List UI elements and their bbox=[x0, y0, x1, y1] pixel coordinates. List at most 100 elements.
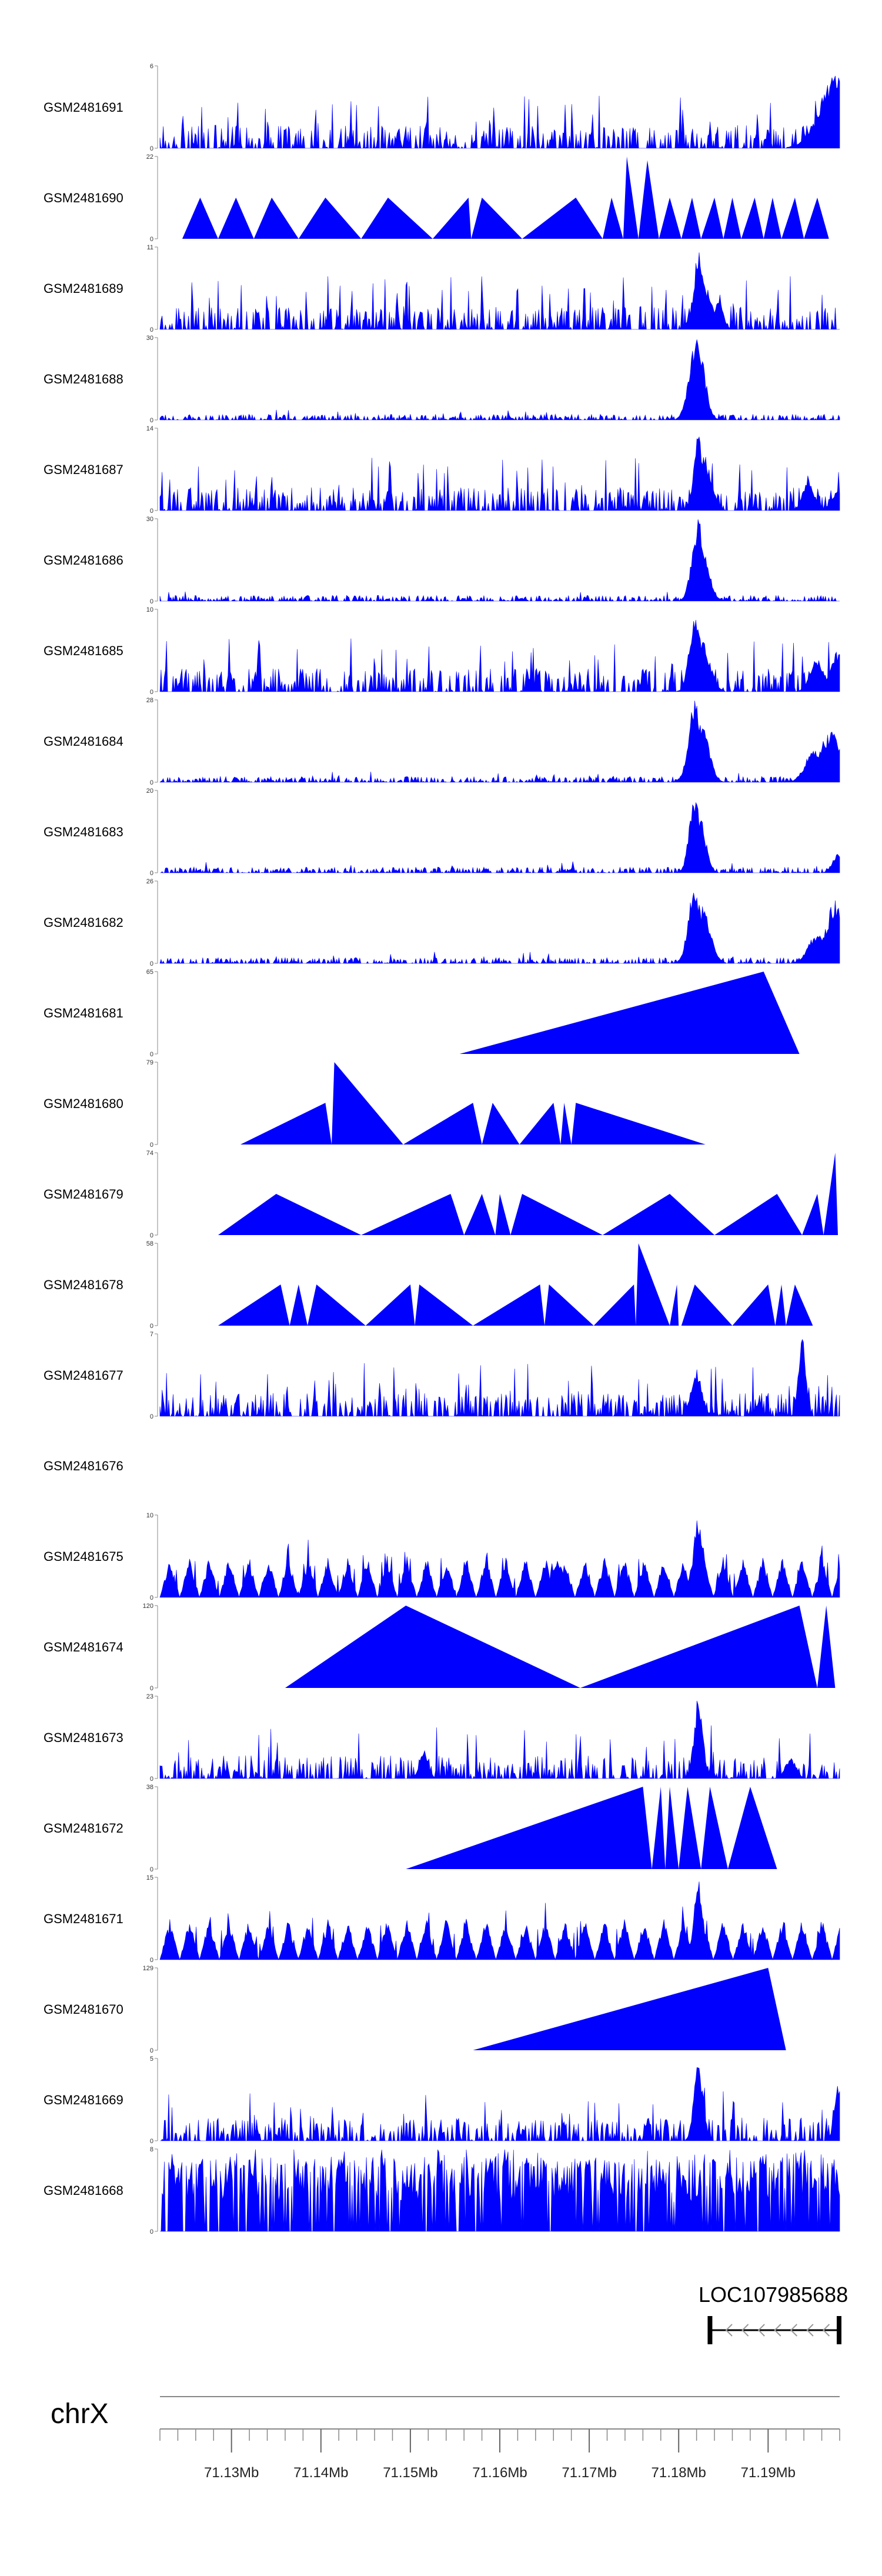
track-label: GSM2481669 bbox=[44, 2093, 123, 2107]
y-axis-min-label: 0 bbox=[150, 1866, 153, 1873]
coverage-area bbox=[159, 1339, 840, 1417]
track-GSM2481685: GSM2481685 10 0 bbox=[44, 606, 840, 696]
y-axis-max-label: 10 bbox=[146, 606, 153, 613]
y-axis-max-label: 30 bbox=[146, 516, 153, 523]
y-axis-min-label: 0 bbox=[150, 870, 153, 877]
y-axis-max-label: 20 bbox=[146, 788, 153, 795]
y-axis-min-label: 0 bbox=[150, 236, 153, 243]
ruler-tick-label: 71.19Mb bbox=[741, 2465, 796, 2481]
track-GSM2481673: GSM2481673 23 0 bbox=[44, 1693, 840, 1783]
coverage-area bbox=[159, 620, 840, 693]
track-label: GSM2481675 bbox=[44, 1549, 123, 1564]
track-label: GSM2481690 bbox=[44, 191, 123, 205]
y-axis-max-label: 15 bbox=[146, 1874, 153, 1881]
coverage-area bbox=[159, 339, 840, 421]
coverage-area bbox=[160, 802, 840, 874]
coverage-area bbox=[406, 1787, 777, 1869]
ruler-tick-label: 71.18Mb bbox=[652, 2465, 706, 2481]
y-axis-max-label: 22 bbox=[146, 154, 153, 161]
track-label: GSM2481668 bbox=[44, 2183, 123, 2198]
y-axis-max-label: 5 bbox=[150, 2056, 153, 2063]
y-axis-max-label: 6 bbox=[150, 63, 153, 70]
coverage-area bbox=[218, 1243, 813, 1326]
gene-exon-left bbox=[707, 2316, 713, 2344]
track-label: GSM2481679 bbox=[44, 1187, 123, 1202]
track-label: GSM2481691 bbox=[44, 100, 123, 115]
ruler-tick-label: 71.14Mb bbox=[293, 2465, 348, 2481]
y-axis-min-label: 0 bbox=[150, 417, 153, 424]
coverage-area bbox=[159, 436, 840, 512]
track-GSM2481684: GSM2481684 28 0 bbox=[44, 697, 840, 786]
track-GSM2481675: GSM2481675 10 0 bbox=[44, 1512, 840, 1601]
y-axis-max-label: 79 bbox=[146, 1059, 153, 1066]
coverage-area bbox=[459, 972, 800, 1054]
track-label: GSM2481670 bbox=[44, 2002, 123, 2017]
chromosome-label: chrX bbox=[51, 2398, 109, 2430]
track-GSM2481670: GSM2481670 129 0 bbox=[44, 1965, 786, 2054]
y-axis-max-label: 74 bbox=[146, 1150, 153, 1157]
track-GSM2481688: GSM2481688 30 0 bbox=[44, 335, 840, 424]
strand-arrow-icon bbox=[823, 2324, 830, 2337]
track-label: GSM2481676 bbox=[44, 1459, 123, 1473]
y-axis-min-label: 0 bbox=[150, 326, 153, 333]
track-label: GSM2481686 bbox=[44, 553, 123, 568]
track-GSM2481671: GSM2481671 15 0 bbox=[44, 1874, 840, 1964]
y-axis-min-label: 0 bbox=[150, 2047, 153, 2054]
y-axis-min-label: 0 bbox=[150, 145, 153, 152]
coverage-area bbox=[285, 1606, 836, 1688]
y-axis-min-label: 0 bbox=[150, 598, 153, 605]
ruler-tick-label: 71.17Mb bbox=[562, 2465, 616, 2481]
y-axis-min-label: 0 bbox=[150, 1323, 153, 1330]
y-axis-min-label: 0 bbox=[150, 2138, 153, 2145]
track-label: GSM2481672 bbox=[44, 1821, 123, 1836]
gene-exon-right bbox=[837, 2316, 841, 2344]
track-GSM2481691: GSM2481691 6 0 bbox=[44, 63, 840, 152]
track-GSM2481682: GSM2481682 26 0 bbox=[44, 878, 840, 967]
y-axis-min-label: 0 bbox=[150, 1957, 153, 1964]
y-axis-min-label: 0 bbox=[150, 1232, 153, 1239]
ruler-tick-label: 71.15Mb bbox=[383, 2465, 437, 2481]
y-axis-min-label: 0 bbox=[150, 1776, 153, 1783]
y-axis-min-label: 0 bbox=[150, 1142, 153, 1149]
coverage-area bbox=[159, 892, 840, 965]
y-axis-max-label: 11 bbox=[147, 244, 153, 251]
y-axis-min-label: 0 bbox=[150, 1685, 153, 1692]
track-label: GSM2481687 bbox=[44, 462, 123, 477]
strand-arrow-icon bbox=[741, 2324, 749, 2337]
coverage-area bbox=[159, 252, 840, 331]
y-axis-max-label: 120 bbox=[143, 1603, 153, 1610]
y-axis-max-label: 26 bbox=[146, 878, 153, 885]
coverage-area bbox=[160, 2149, 840, 2232]
track-label: GSM2481688 bbox=[44, 372, 123, 386]
coverage-area bbox=[159, 700, 840, 783]
tracks-layer: GSM248169160GSM2481690220GSM2481689110GS… bbox=[44, 63, 840, 2235]
coverage-area bbox=[240, 1062, 706, 1144]
y-axis-max-label: 65 bbox=[146, 969, 153, 976]
track-GSM2481681: GSM2481681 65 0 bbox=[44, 969, 800, 1058]
y-axis-min-label: 0 bbox=[150, 1413, 153, 1420]
coverage-area bbox=[473, 1968, 786, 2050]
y-axis-min-label: 0 bbox=[150, 508, 153, 515]
gene-annotation-track: LOC107985688 bbox=[699, 2283, 848, 2344]
y-axis-max-label: 14 bbox=[146, 425, 153, 432]
strand-arrow-icon bbox=[806, 2324, 814, 2337]
track-GSM2481690: GSM2481690 22 0 bbox=[44, 154, 829, 243]
strand-arrow-icon bbox=[790, 2324, 797, 2337]
coverage-area bbox=[159, 1520, 840, 1599]
track-GSM2481668: GSM2481668 8 0 bbox=[44, 2146, 840, 2235]
y-axis-max-label: 30 bbox=[146, 335, 153, 342]
track-GSM2481680: GSM2481680 79 0 bbox=[44, 1059, 706, 1149]
track-GSM2481678: GSM2481678 58 0 bbox=[44, 1240, 813, 1330]
coverage-area bbox=[159, 1881, 840, 1961]
track-GSM2481679: GSM2481679 74 0 bbox=[44, 1150, 838, 1239]
y-axis-min-label: 0 bbox=[150, 2228, 153, 2235]
gene-label: LOC107985688 bbox=[699, 2283, 848, 2307]
y-axis-min-label: 0 bbox=[150, 779, 153, 786]
coverage-area bbox=[159, 1700, 840, 1780]
track-GSM2481674: GSM2481674 120 0 bbox=[44, 1603, 836, 1692]
y-axis-min-label: 0 bbox=[150, 1051, 153, 1058]
y-axis-min-label: 0 bbox=[150, 689, 153, 696]
y-axis-max-label: 28 bbox=[146, 697, 153, 704]
y-axis-max-label: 38 bbox=[146, 1784, 153, 1791]
